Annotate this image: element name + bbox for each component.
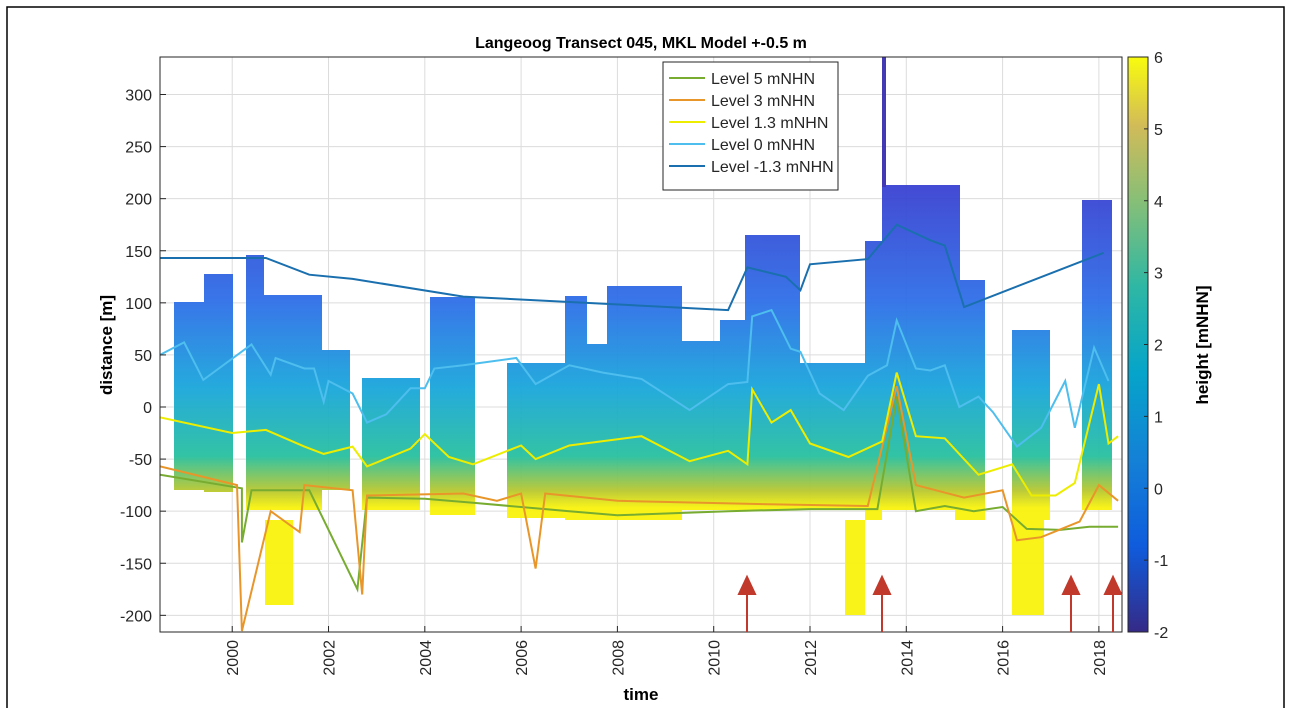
figure-frame — [6, 6, 1285, 713]
survey-block — [607, 286, 682, 520]
colorbar-tick-label: 6 — [1154, 50, 1163, 67]
x-tick-label: 2002 — [322, 640, 339, 676]
x-tick-label: 2008 — [610, 640, 627, 676]
survey-block — [565, 296, 587, 520]
survey-block — [845, 520, 865, 615]
survey-block — [1012, 330, 1050, 520]
survey-block — [246, 255, 264, 510]
survey-block — [682, 341, 720, 510]
y-tick-label: 300 — [125, 88, 152, 105]
y-tick-label: -50 — [129, 452, 152, 469]
arrow-head — [872, 574, 892, 595]
colorbar-tick-label: -1 — [1154, 553, 1168, 570]
colorbar-tick-label: 0 — [1154, 481, 1163, 498]
series-line — [160, 396, 1119, 593]
x-tick-label: 2012 — [803, 640, 820, 676]
x-tick-label: 2000 — [225, 640, 242, 676]
y-tick-label: 150 — [125, 244, 152, 261]
survey-block — [720, 320, 745, 510]
colorbar-tick-label: -2 — [1154, 625, 1168, 642]
series-line — [160, 385, 1119, 632]
survey-block — [430, 297, 475, 515]
x-tick-label: 2016 — [996, 640, 1013, 676]
series-lines — [160, 223, 1119, 632]
legend-label: Level 0 mNHN — [711, 137, 815, 154]
y-tick-label: 0 — [143, 400, 152, 417]
y-tick-label: 100 — [125, 296, 152, 313]
plot-frame — [159, 56, 1123, 633]
survey-surface — [174, 57, 1112, 615]
x-tick-label: 2006 — [514, 640, 531, 676]
survey-block — [865, 241, 882, 520]
colorbar-tick-label: 3 — [1154, 266, 1163, 283]
survey-block — [1012, 520, 1044, 615]
survey-block — [204, 274, 233, 492]
survey-block — [882, 57, 886, 187]
survey-block — [362, 378, 420, 510]
y-tick-label: 50 — [134, 348, 152, 365]
series-line — [160, 372, 1119, 497]
survey-block — [174, 302, 204, 490]
x-tick-label: 2010 — [707, 640, 724, 676]
legend-label: Level 1.3 mNHN — [711, 115, 828, 132]
survey-block — [507, 363, 565, 518]
arrow-head — [1061, 574, 1081, 595]
survey-block — [587, 344, 607, 520]
x-axis-label: time — [624, 685, 659, 704]
survey-block — [322, 350, 350, 490]
survey-block — [265, 520, 293, 605]
x-tick-label: 2004 — [418, 640, 435, 676]
y-tick-label: -150 — [120, 556, 152, 573]
annotation-arrows — [737, 574, 1123, 632]
arrow-head — [1103, 574, 1123, 595]
colorbar-tick-label: 5 — [1154, 122, 1163, 139]
legend-label: Level -1.3 mNHN — [711, 159, 834, 176]
survey-block — [745, 235, 800, 510]
series-line — [160, 223, 1105, 312]
arrow-head — [737, 574, 757, 595]
chart-title: Langeoog Transect 045, MKL Model +-0.5 m — [475, 35, 807, 52]
survey-block — [882, 185, 960, 510]
legend-box — [662, 61, 839, 191]
y-axis-label: distance [m] — [97, 295, 116, 395]
y-tick-label: 200 — [125, 192, 152, 209]
y-tick-label: -200 — [120, 608, 152, 625]
y-tick-label: -100 — [120, 504, 152, 521]
colorbar-label: height [mNHN] — [1193, 286, 1212, 405]
legend: Level 5 mNHN Level 3 mNHN Level 1.3 mNHN Le… — [662, 61, 839, 191]
survey-block — [264, 295, 322, 510]
y-tick-label: 250 — [125, 140, 152, 157]
series-line — [160, 308, 1110, 449]
legend-label: Level 3 mNHN — [711, 93, 815, 110]
colorbar-tick-label: 1 — [1154, 409, 1163, 426]
legend-label: Level 5 mNHN — [711, 71, 815, 88]
x-tick-label: 2018 — [1092, 640, 1109, 676]
x-tick-label: 2014 — [899, 640, 916, 676]
survey-block — [955, 280, 985, 520]
colorbar-tick-label: 2 — [1154, 338, 1163, 355]
colorbar-tick-label: 4 — [1154, 194, 1163, 211]
